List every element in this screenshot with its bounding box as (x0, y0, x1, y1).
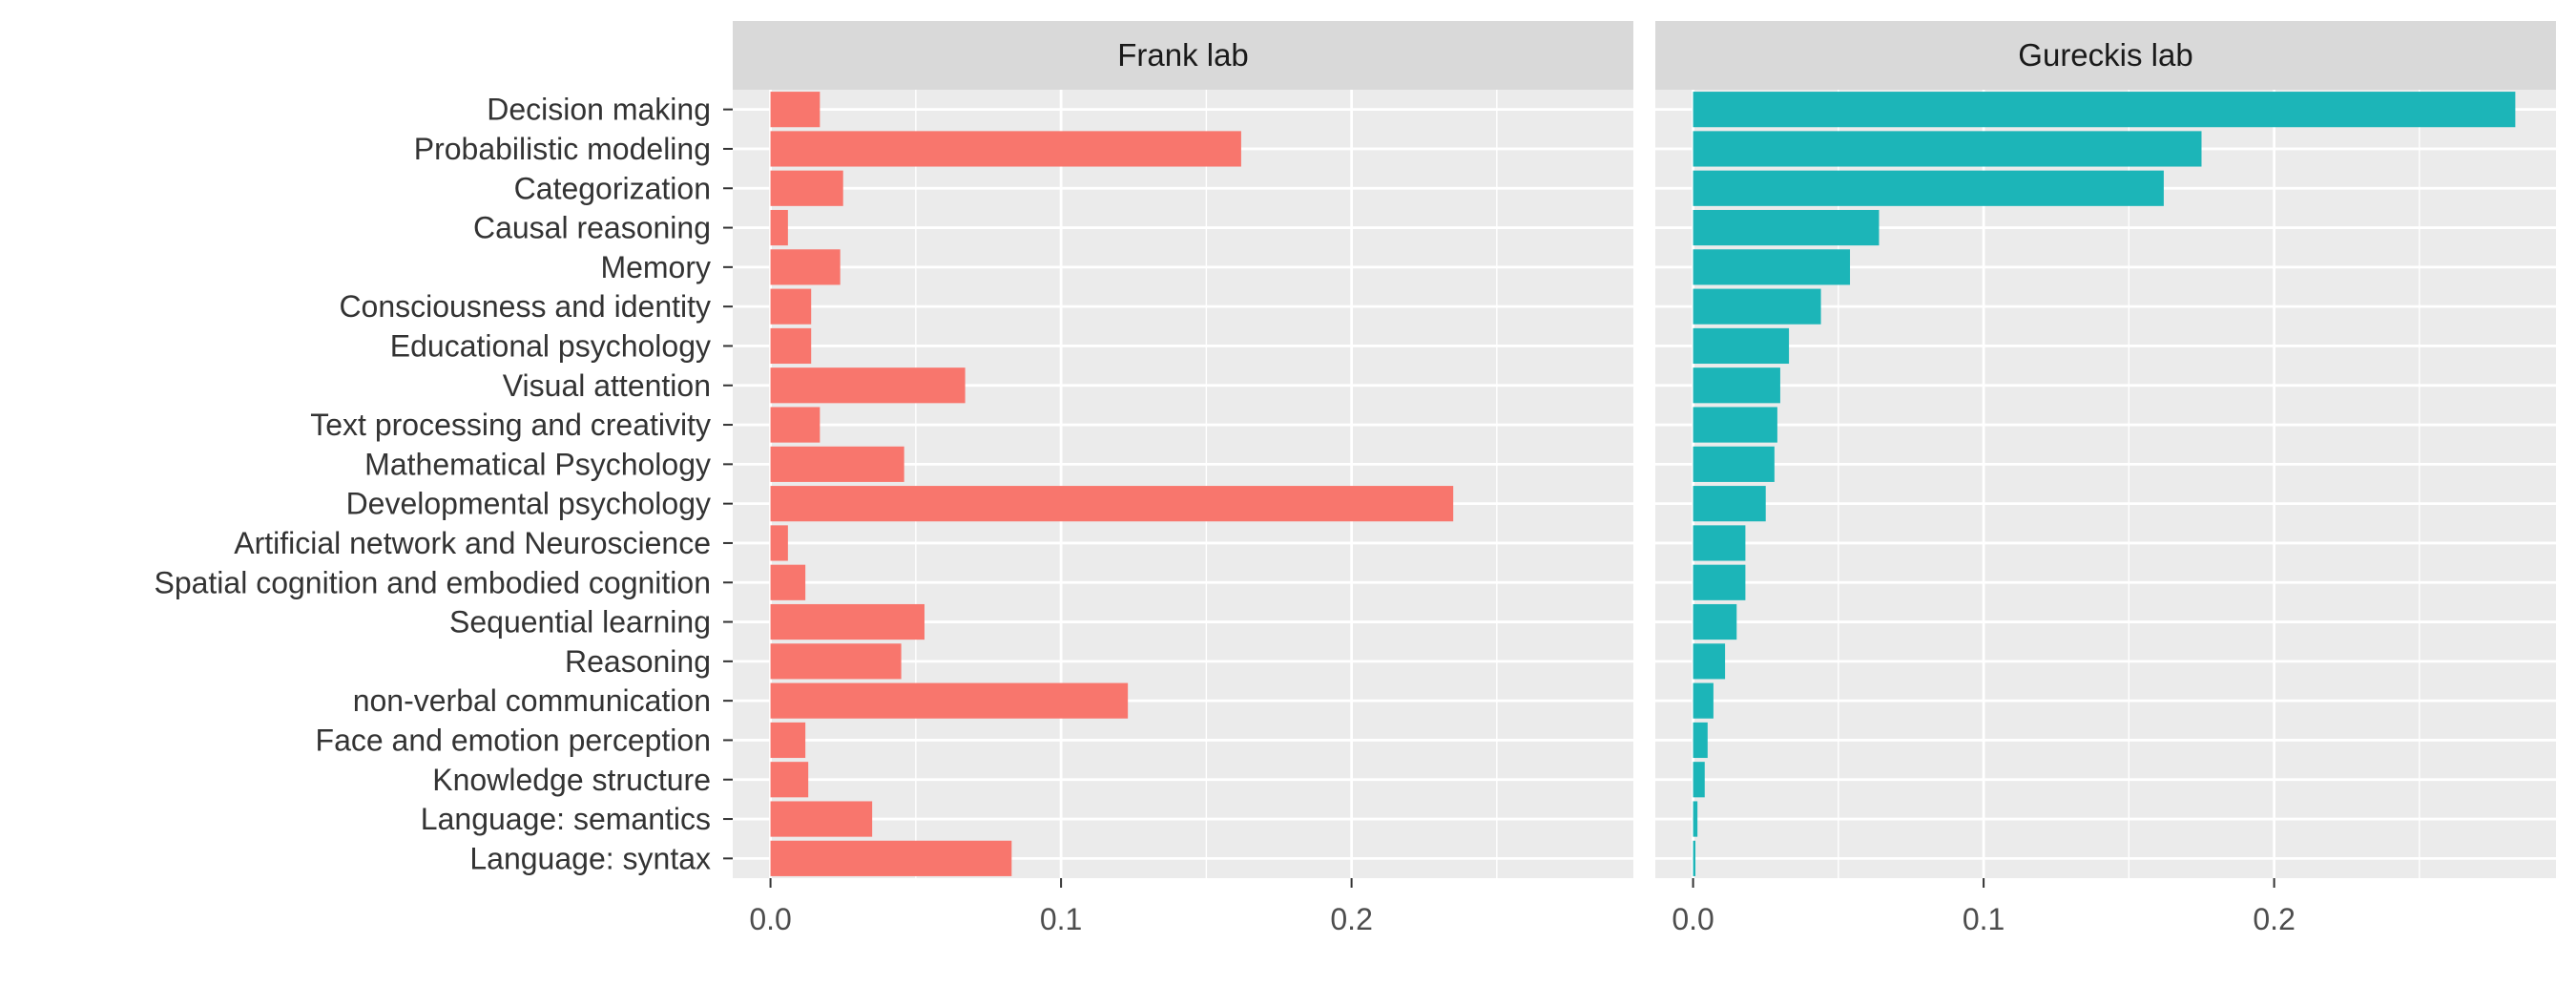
category-label: Mathematical Psychology (364, 447, 711, 481)
category-label: non-verbal communication (353, 683, 711, 718)
bar (1693, 762, 1705, 798)
facet-strip-label: Frank lab (1117, 37, 1249, 73)
bar (1693, 722, 1708, 759)
bar (770, 170, 843, 206)
bar (1693, 801, 1698, 837)
bar (770, 367, 966, 404)
category-label: Reasoning (565, 644, 711, 679)
bar (770, 249, 841, 285)
x-tick-label: 0.2 (2253, 902, 2295, 936)
bar (1693, 367, 1780, 404)
bar (1693, 327, 1790, 365)
bar (770, 131, 1241, 167)
category-label: Causal reasoning (473, 211, 711, 245)
bar (1693, 682, 1714, 719)
x-tick-label: 0.0 (1672, 902, 1714, 936)
bar (770, 525, 788, 561)
category-label: Spatial cognition and embodied cognition (154, 565, 711, 599)
bar (770, 288, 812, 325)
category-label: Language: semantics (421, 802, 711, 836)
category-label: Memory (600, 250, 711, 284)
bar (1693, 249, 1851, 285)
category-label: Sequential learning (449, 605, 711, 640)
panel-background (1655, 90, 2556, 878)
category-label: Text processing and creativity (310, 408, 711, 442)
x-tick-label: 0.1 (1963, 902, 2005, 936)
x-tick-label: 0.0 (749, 902, 791, 936)
bar (770, 722, 806, 759)
bar (770, 564, 806, 600)
bar (770, 603, 924, 640)
bar (770, 92, 821, 128)
facet-strip-label: Gureckis lab (2018, 37, 2192, 73)
bar (770, 801, 873, 837)
bar (770, 486, 1454, 522)
bar (1693, 407, 1777, 443)
facet-strip (733, 21, 1633, 90)
category-label: Artificial network and Neuroscience (234, 526, 711, 560)
bar (1693, 170, 2164, 206)
category-label: Knowledge structure (432, 763, 711, 797)
bar (770, 840, 1012, 876)
bar (770, 762, 809, 798)
panel-background (733, 90, 1633, 878)
bar (770, 682, 1129, 719)
bar (770, 446, 904, 482)
bar (1693, 92, 2516, 128)
bar (770, 209, 788, 246)
bar (1693, 840, 1696, 876)
category-label: Educational psychology (390, 328, 711, 363)
category-label: Probabilistic modeling (414, 132, 711, 166)
bar (1693, 446, 1775, 482)
category-label: Consciousness and identity (339, 289, 711, 324)
bar (1693, 603, 1737, 640)
x-tick-label: 0.2 (1330, 902, 1372, 936)
category-label: Categorization (514, 171, 711, 205)
category-label: Visual attention (503, 368, 711, 403)
facet-strip (1655, 21, 2556, 90)
bar (770, 643, 902, 680)
bar (1693, 525, 1746, 561)
bar (770, 407, 821, 443)
category-label: Face and emotion perception (316, 723, 711, 757)
bar (1693, 643, 1726, 680)
category-label: Language: syntax (469, 841, 711, 875)
bar (770, 327, 812, 365)
bar (1693, 209, 1880, 246)
category-label: Developmental psychology (346, 487, 711, 521)
bar (1693, 131, 2202, 167)
category-label: Decision making (487, 93, 711, 127)
bar (1693, 486, 1766, 522)
bar (1693, 288, 1821, 325)
x-tick-label: 0.1 (1040, 902, 1082, 936)
bar (1693, 564, 1746, 600)
